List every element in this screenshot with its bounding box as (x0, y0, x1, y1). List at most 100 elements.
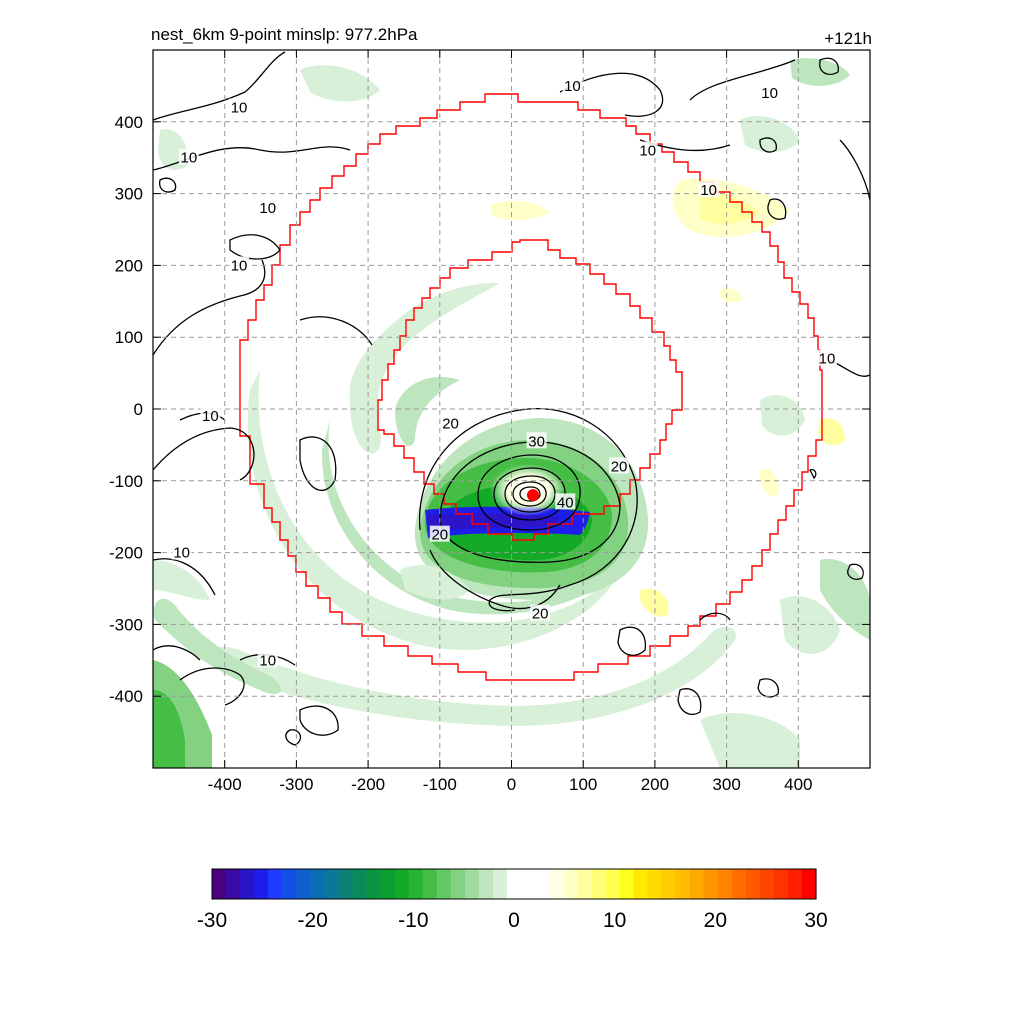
x-tick-label: -300 (279, 775, 313, 794)
colorbar-cell (226, 869, 241, 899)
contour-label: 10 (178, 148, 199, 167)
contour-label: 10 (229, 98, 250, 116)
contour-label: 10 (637, 141, 658, 160)
colorbar-cell (731, 869, 747, 899)
contour-label: 10 (229, 256, 250, 274)
colorbar-tick-label: 30 (804, 909, 827, 932)
y-tick-label: 0 (134, 400, 143, 419)
colorbar-cell (647, 869, 663, 899)
colorbar-tick-label: 10 (603, 909, 626, 932)
colorbar-cell (633, 869, 649, 899)
colorbar-cell (380, 869, 396, 899)
colorbar-cell (563, 869, 578, 899)
contour-label-bg (759, 84, 780, 101)
nest-boundaries (239, 93, 823, 681)
storm-center-marker (527, 489, 540, 502)
contour-label: 10 (171, 543, 192, 562)
contour-label-text: 10 (639, 143, 656, 160)
colorbar-cell (675, 869, 691, 899)
colorbar-cell (338, 869, 354, 899)
contour-label: 40 (555, 493, 576, 511)
contour-label: 10 (200, 407, 221, 425)
x-tick-label: -200 (351, 775, 385, 794)
plot-area: 10 10 10 10 10 10 10 10 10 10 10 10 20 20 20 20 30 40 (153, 50, 870, 768)
contour-label: 10 (257, 651, 278, 669)
contour-label: 20 (429, 525, 450, 544)
contour-label-text: 30 (528, 433, 545, 450)
colorbar-cell (240, 869, 255, 899)
contour-label: 10 (257, 198, 278, 217)
colorbar-cell (394, 869, 410, 899)
contour-label: 10 (759, 84, 780, 102)
colorbar-cell (535, 869, 550, 899)
x-tick-label: 0 (507, 775, 516, 794)
contour-label-text: 10 (181, 150, 198, 167)
colorbar-cell (492, 869, 508, 899)
colorbar-cell (254, 869, 269, 899)
contour-label-bg (530, 604, 551, 621)
y-axis: 400 300 200 100 0 -100 -200 -300 -400 (109, 113, 870, 706)
colorbar-cell (366, 869, 382, 899)
colorbar-cell (745, 869, 761, 899)
contour-label-text: 10 (819, 351, 836, 368)
contour-label-text: 10 (173, 545, 190, 562)
y-tick-label: -100 (109, 472, 143, 491)
contour-label-text: 20 (532, 606, 549, 623)
plot-title: nest_6km 9-point minslp: 977.2hPa (151, 25, 418, 44)
colorbar-cell (352, 869, 368, 899)
colorbar-cell (282, 869, 297, 899)
contour-label: 20 (609, 457, 630, 475)
colorbar-cell (591, 869, 606, 899)
contour-label: 20 (530, 604, 551, 623)
contour-label-bg (440, 414, 461, 431)
colorbar-cell (619, 869, 634, 899)
contour-label-text: 10 (259, 200, 276, 217)
colorbar-cell (268, 869, 283, 899)
x-tick-label: 100 (569, 775, 597, 794)
x-tick-label: 300 (712, 775, 740, 794)
colorbar-cell (773, 869, 789, 899)
colorbar-tick-label: -30 (197, 909, 227, 932)
x-tick-label: 400 (784, 775, 812, 794)
contour-label-bg (698, 181, 719, 198)
colorbar-cell (801, 869, 817, 899)
colorbar-cell (506, 869, 522, 899)
colorbar-cell (422, 869, 438, 899)
contour-label-bg (178, 148, 199, 165)
contour-label-bg (257, 198, 278, 215)
contour-label: 10 (562, 76, 583, 95)
contour-label-bg (429, 525, 450, 542)
y-tick-label: 400 (115, 113, 143, 132)
contour-label-text: 20 (442, 415, 459, 432)
colorbar-cell (310, 869, 325, 899)
contour-label-bg (229, 256, 250, 273)
contour-label-bg (257, 651, 278, 668)
contour-label-bg (171, 543, 192, 560)
contour-label-text: 10 (202, 408, 219, 425)
x-axis: -400 -300 -200 -100 0 100 200 300 400 (208, 50, 812, 794)
colorbar-cell (549, 869, 564, 899)
contour-label-bg (229, 98, 250, 115)
contour-label: 20 (440, 414, 461, 432)
grid (153, 50, 870, 768)
colorbar-cell (577, 869, 592, 899)
forecast-hour: +121h (824, 29, 872, 48)
colorbar-cell (703, 869, 719, 899)
y-tick-label: 200 (115, 256, 143, 275)
contour-label-text: 20 (431, 527, 448, 544)
contour-label-text: 10 (259, 652, 276, 669)
colorbar-tick-label: -20 (297, 909, 327, 932)
contour-label-bg (526, 432, 547, 449)
colorbar: -30 -20 -10 0 10 20 30 (197, 868, 828, 932)
colorbar-cell (450, 869, 466, 899)
colorbar-cell (717, 869, 733, 899)
contour-label-bg (555, 493, 576, 510)
colorbar-frame (211, 868, 817, 900)
colorbar-cell (759, 869, 775, 899)
colorbar-tick-label: 20 (704, 909, 727, 932)
contour-labels: 10 10 10 10 10 10 10 10 10 10 10 10 20 20 20 20 30 40 (171, 76, 837, 669)
colorbar-cell (521, 869, 536, 899)
contour-label-text: 10 (761, 85, 778, 102)
colorbar-cell (787, 869, 803, 899)
